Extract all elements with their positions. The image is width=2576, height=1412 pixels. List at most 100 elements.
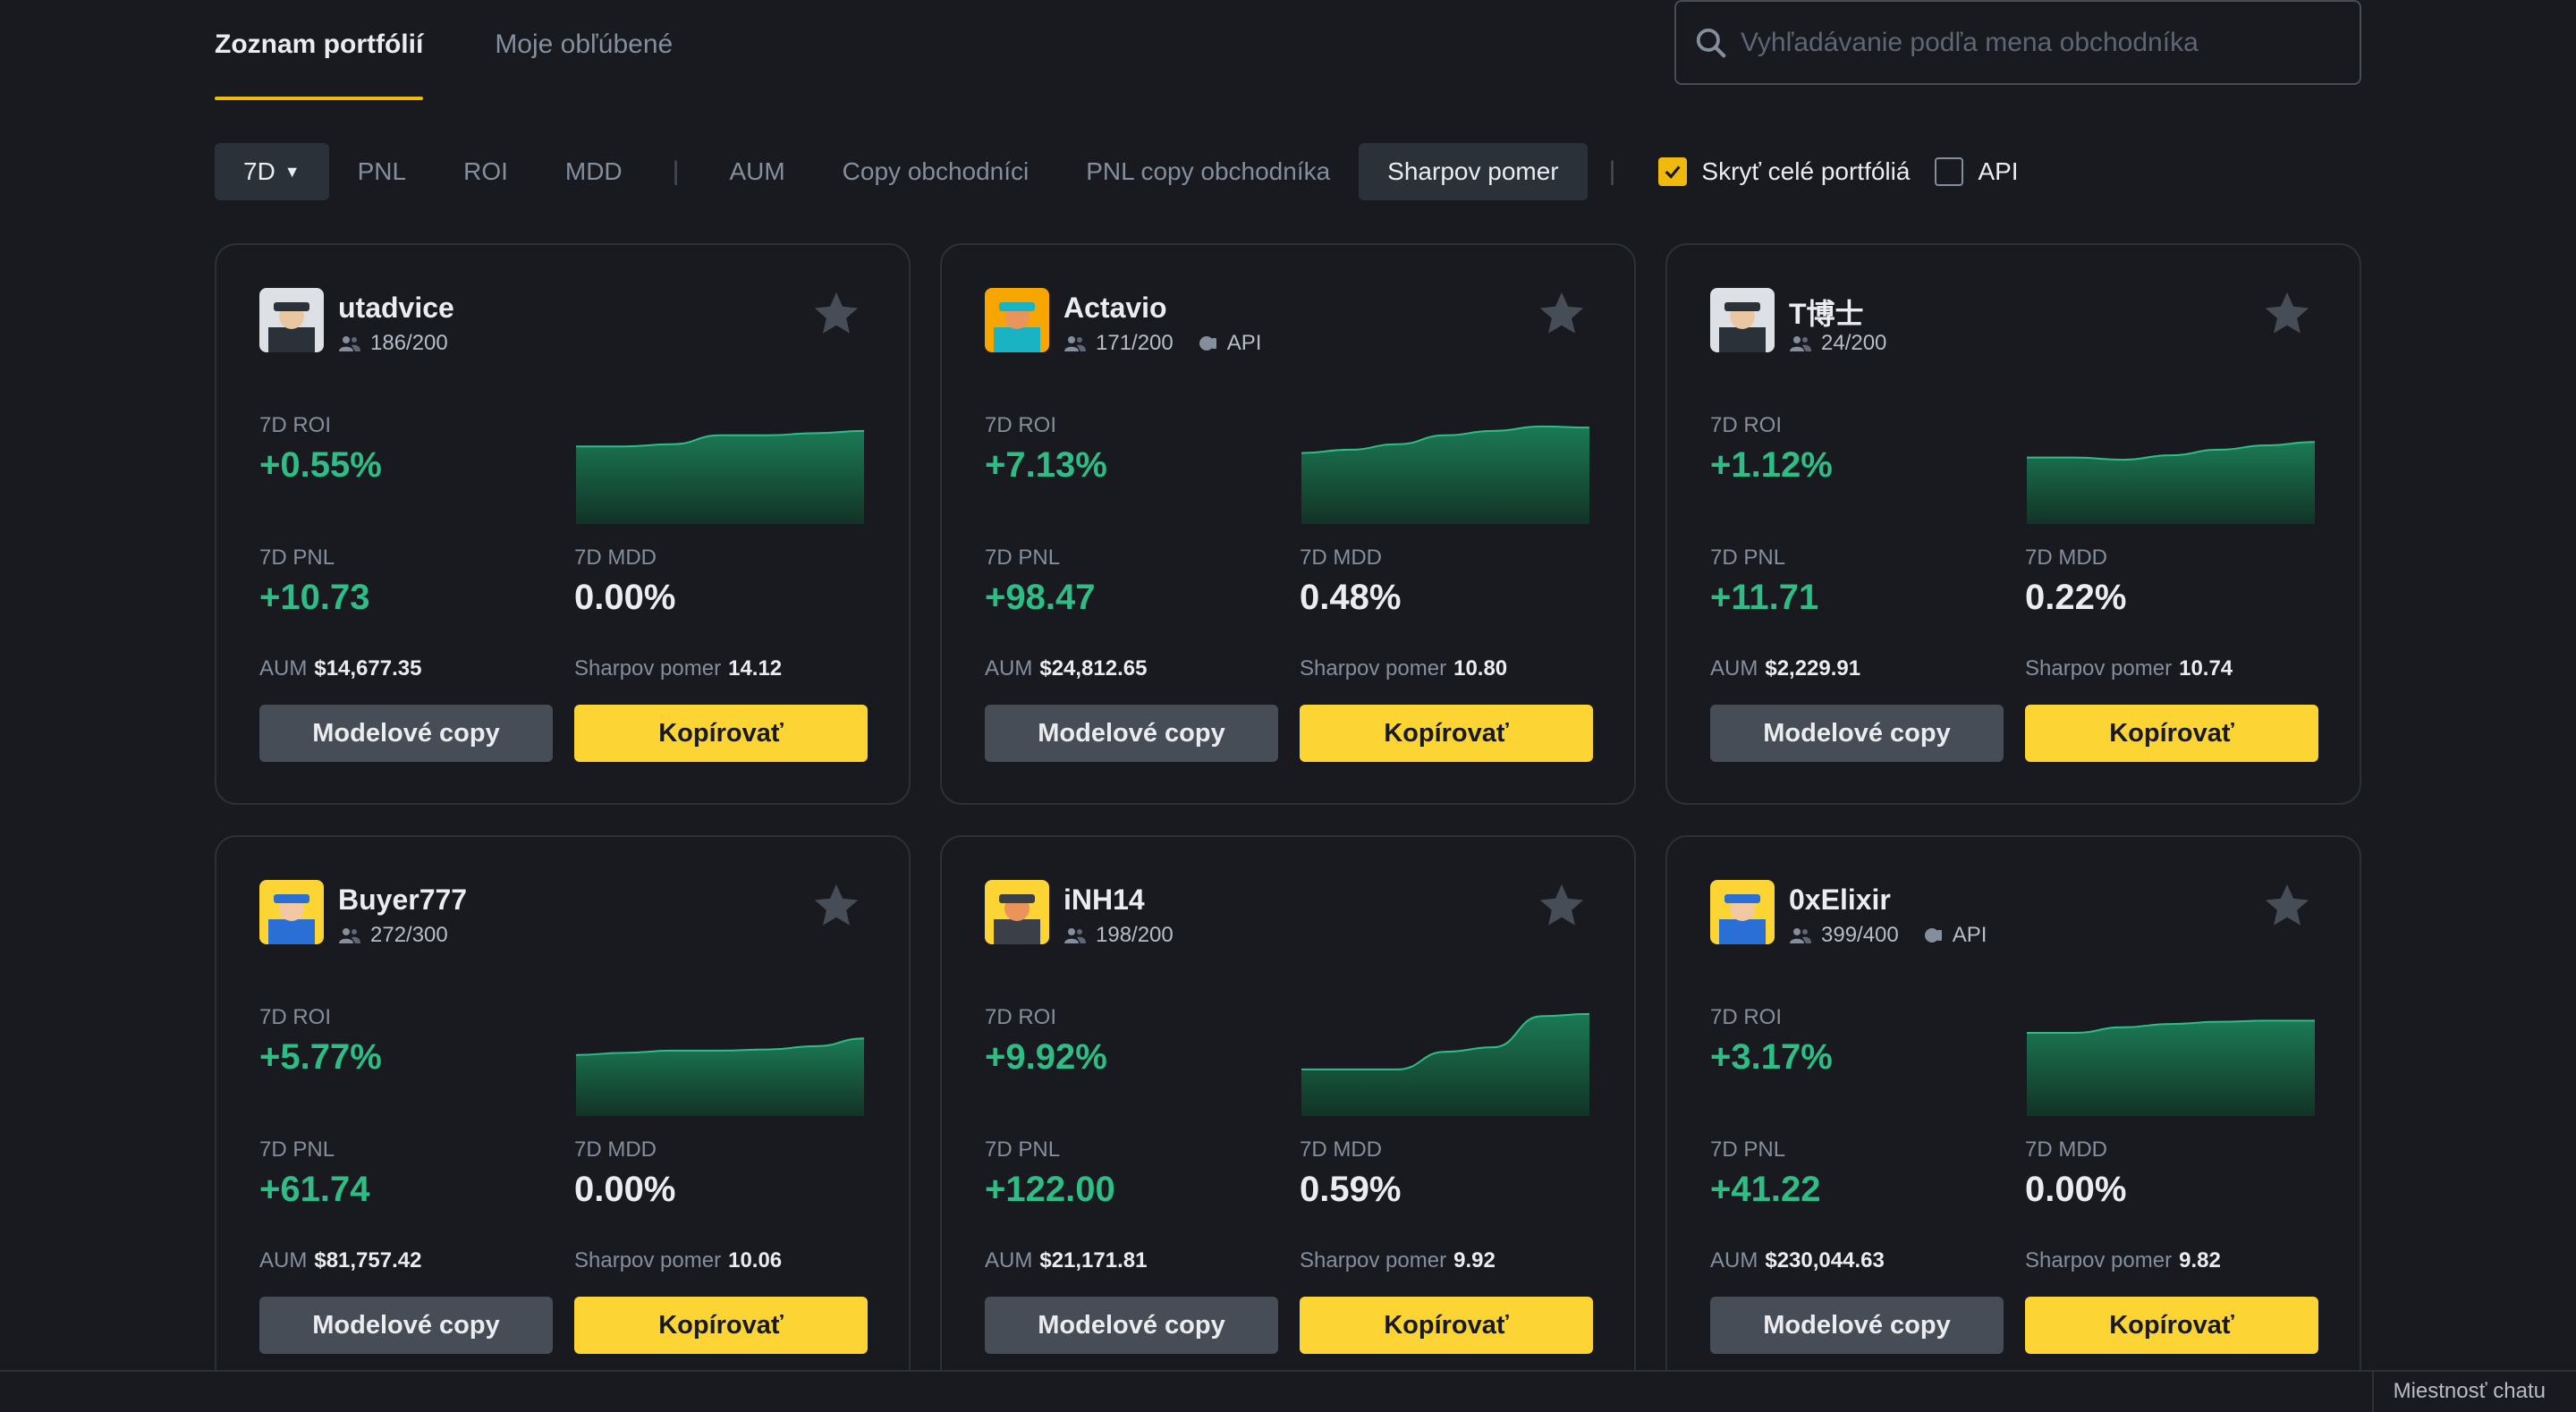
sparkline-line	[1301, 1012, 1589, 1070]
trader-name: T博士	[1789, 298, 1864, 330]
aum-info: AUM $2,229.91	[1710, 656, 1860, 681]
mdd-value: 0.59%	[1300, 1170, 1402, 1209]
sparkline-line	[576, 1037, 864, 1056]
copiers-info: 198/200	[1063, 923, 1174, 948]
aum-label: AUM	[1710, 1248, 1758, 1272]
favorite-star-icon[interactable]	[810, 880, 862, 932]
sort-copy-trader-pnl[interactable]: PNL copy obchodníka	[1086, 157, 1331, 185]
copy-button[interactable]: Kopírovať	[574, 1297, 868, 1354]
portfolio-card[interactable]: Buyer777 272/300 7D ROI +5.77% 7D PNL +6…	[215, 835, 911, 1397]
search-box[interactable]	[1674, 0, 2361, 85]
sort-copy-traders[interactable]: Copy obchodníci	[842, 157, 1030, 185]
sort-aum[interactable]: AUM	[729, 157, 785, 185]
favorite-star-icon[interactable]	[2261, 880, 2313, 932]
divider: |	[1608, 156, 1616, 186]
pnl-label: 7D PNL	[259, 545, 335, 570]
sort-pnl[interactable]: PNL	[357, 157, 407, 185]
model-copy-button[interactable]: Modelové copy	[985, 705, 1278, 762]
pnl-value: +122.00	[985, 1170, 1115, 1209]
roi-label: 7D ROI	[259, 1005, 332, 1029]
aum-value: $24,812.65	[1039, 656, 1148, 681]
favorite-star-icon[interactable]	[810, 288, 862, 340]
copiers-count: 272/300	[370, 923, 448, 947]
users-icon	[1790, 336, 1811, 351]
pnl-label: 7D PNL	[1710, 545, 1786, 570]
tab-portfolio-list[interactable]: Zoznam portfólií	[215, 0, 424, 100]
sort-roi[interactable]: ROI	[463, 157, 508, 185]
aum-value: $14,677.35	[314, 656, 422, 681]
sharpe-value: 9.92	[1453, 1248, 1496, 1272]
portfolio-card[interactable]: 0xElixir 399/400 API 7D ROI +3.17% 7D PN…	[1665, 835, 2361, 1397]
model-copy-button[interactable]: Modelové copy	[1710, 1297, 2004, 1354]
api-checkbox[interactable]: API	[1935, 157, 2019, 186]
model-copy-button[interactable]: Modelové copy	[259, 1297, 553, 1354]
trader-avatar	[1710, 288, 1775, 352]
portfolio-card[interactable]: T博士 24/200 7D ROI +1.12% 7D PNL +11.71 7…	[1665, 243, 2361, 805]
sort-sharpe[interactable]: Sharpov pomer	[1359, 143, 1588, 200]
copy-button[interactable]: Kopírovať	[2025, 1297, 2318, 1354]
sparkline-area	[576, 430, 864, 524]
copiers-count: 399/400	[1821, 923, 1899, 947]
copy-button[interactable]: Kopírovať	[574, 705, 868, 762]
copiers-count: 198/200	[1096, 923, 1174, 947]
copiers-count: 171/200	[1096, 331, 1174, 355]
sparkline-line	[2027, 1019, 2315, 1034]
sparkline-line	[1301, 425, 1589, 454]
sharpe-label: Sharpov pomer	[574, 1248, 722, 1272]
sharpe-info: Sharpov pomer 10.80	[1300, 656, 1507, 681]
period-value: 7D	[243, 157, 275, 185]
chat-room-link[interactable]: Miestnosť chatu	[2393, 1379, 2546, 1403]
copy-button[interactable]: Kopírovať	[1300, 705, 1593, 762]
trader-avatar	[985, 880, 1049, 944]
copiers-count: 186/200	[370, 331, 448, 355]
sharpe-info: Sharpov pomer 9.92	[1300, 1248, 1496, 1273]
users-icon	[1064, 336, 1086, 351]
favorite-star-icon[interactable]	[1536, 880, 1588, 932]
portfolio-tabs: Zoznam portfólií Moje obľúbené	[215, 0, 673, 100]
roi-sparkline	[576, 429, 864, 524]
copy-button[interactable]: Kopírovať	[2025, 705, 2318, 762]
trader-avatar	[985, 288, 1049, 352]
aum-info: AUM $24,812.65	[985, 656, 1147, 681]
search-icon	[1696, 28, 1726, 57]
sharpe-info: Sharpov pomer 14.12	[574, 656, 782, 681]
period-select[interactable]: 7D ▼	[215, 143, 329, 200]
filter-bar: 7D ▼ PNL ROI MDD | AUM Copy obchodníci PN…	[215, 143, 2044, 200]
copiers-info: 171/200 API	[1063, 331, 1261, 356]
api-icon	[1924, 928, 1942, 943]
sharpe-info: Sharpov pomer 10.74	[2025, 656, 2233, 681]
roi-label: 7D ROI	[1710, 1005, 1783, 1029]
sort-mdd[interactable]: MDD	[564, 157, 623, 185]
model-copy-button[interactable]: Modelové copy	[1710, 705, 2004, 762]
mdd-label: 7D MDD	[1300, 1137, 1383, 1162]
roi-value: +1.12%	[1710, 445, 1833, 485]
copy-button[interactable]: Kopírovať	[1300, 1297, 1593, 1354]
sparkline-area	[2027, 442, 2315, 524]
trader-name: 0xElixir	[1789, 884, 1891, 916]
portfolio-card[interactable]: iNH14 198/200 7D ROI +9.92% 7D PNL +122.…	[940, 835, 1636, 1397]
sharpe-value: 10.06	[728, 1248, 783, 1272]
search-input[interactable]	[1741, 27, 2331, 58]
roi-label: 7D ROI	[985, 413, 1057, 437]
portfolio-card[interactable]: utadvice 186/200 7D ROI +0.55% 7D PNL +1…	[215, 243, 911, 805]
sharpe-label: Sharpov pomer	[2025, 656, 2173, 681]
tab-favorites[interactable]: Moje obľúbené	[495, 30, 674, 59]
model-copy-button[interactable]: Modelové copy	[985, 1297, 1278, 1354]
favorite-star-icon[interactable]	[1536, 288, 1588, 340]
pnl-label: 7D PNL	[259, 1137, 335, 1162]
hide-full-checkbox[interactable]: Skryť celé portfóliá	[1658, 157, 1910, 186]
aum-label: AUM	[985, 656, 1033, 681]
aum-label: AUM	[259, 656, 308, 681]
roi-label: 7D ROI	[985, 1005, 1057, 1029]
sharpe-label: Sharpov pomer	[574, 656, 722, 681]
mdd-value: 0.00%	[574, 1170, 676, 1209]
mdd-label: 7D MDD	[574, 545, 657, 570]
sharpe-label: Sharpov pomer	[1300, 656, 1447, 681]
portfolio-card[interactable]: Actavio 171/200 API 7D ROI +7.13% 7D PNL…	[940, 243, 1636, 805]
sharpe-label: Sharpov pomer	[2025, 1248, 2173, 1272]
model-copy-button[interactable]: Modelové copy	[259, 705, 553, 762]
sharpe-info: Sharpov pomer 9.82	[2025, 1248, 2221, 1273]
roi-sparkline	[2027, 441, 2315, 524]
mdd-label: 7D MDD	[2025, 1137, 2108, 1162]
favorite-star-icon[interactable]	[2261, 288, 2313, 340]
